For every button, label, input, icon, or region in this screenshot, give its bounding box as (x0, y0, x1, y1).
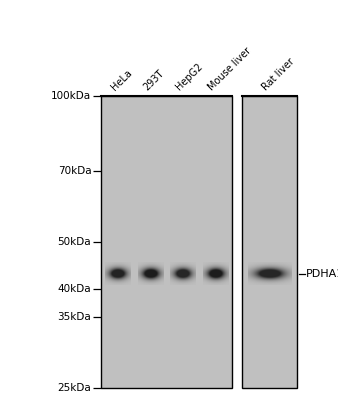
Text: Rat liver: Rat liver (261, 56, 297, 92)
Text: HepG2: HepG2 (174, 61, 204, 92)
Text: PDHA1: PDHA1 (306, 269, 338, 279)
Text: Mouse liver: Mouse liver (207, 45, 253, 92)
Text: 293T: 293T (141, 68, 166, 92)
Text: 70kDa: 70kDa (58, 166, 91, 176)
Text: HeLa: HeLa (109, 67, 134, 92)
Text: 40kDa: 40kDa (58, 284, 91, 294)
Text: 50kDa: 50kDa (58, 237, 91, 247)
Text: 25kDa: 25kDa (57, 383, 91, 393)
Bar (242, 96, 297, 388)
Text: 100kDa: 100kDa (51, 91, 91, 101)
Text: 35kDa: 35kDa (57, 312, 91, 322)
Bar (101, 96, 232, 388)
Bar (101, 96, 232, 388)
Bar (242, 96, 297, 388)
